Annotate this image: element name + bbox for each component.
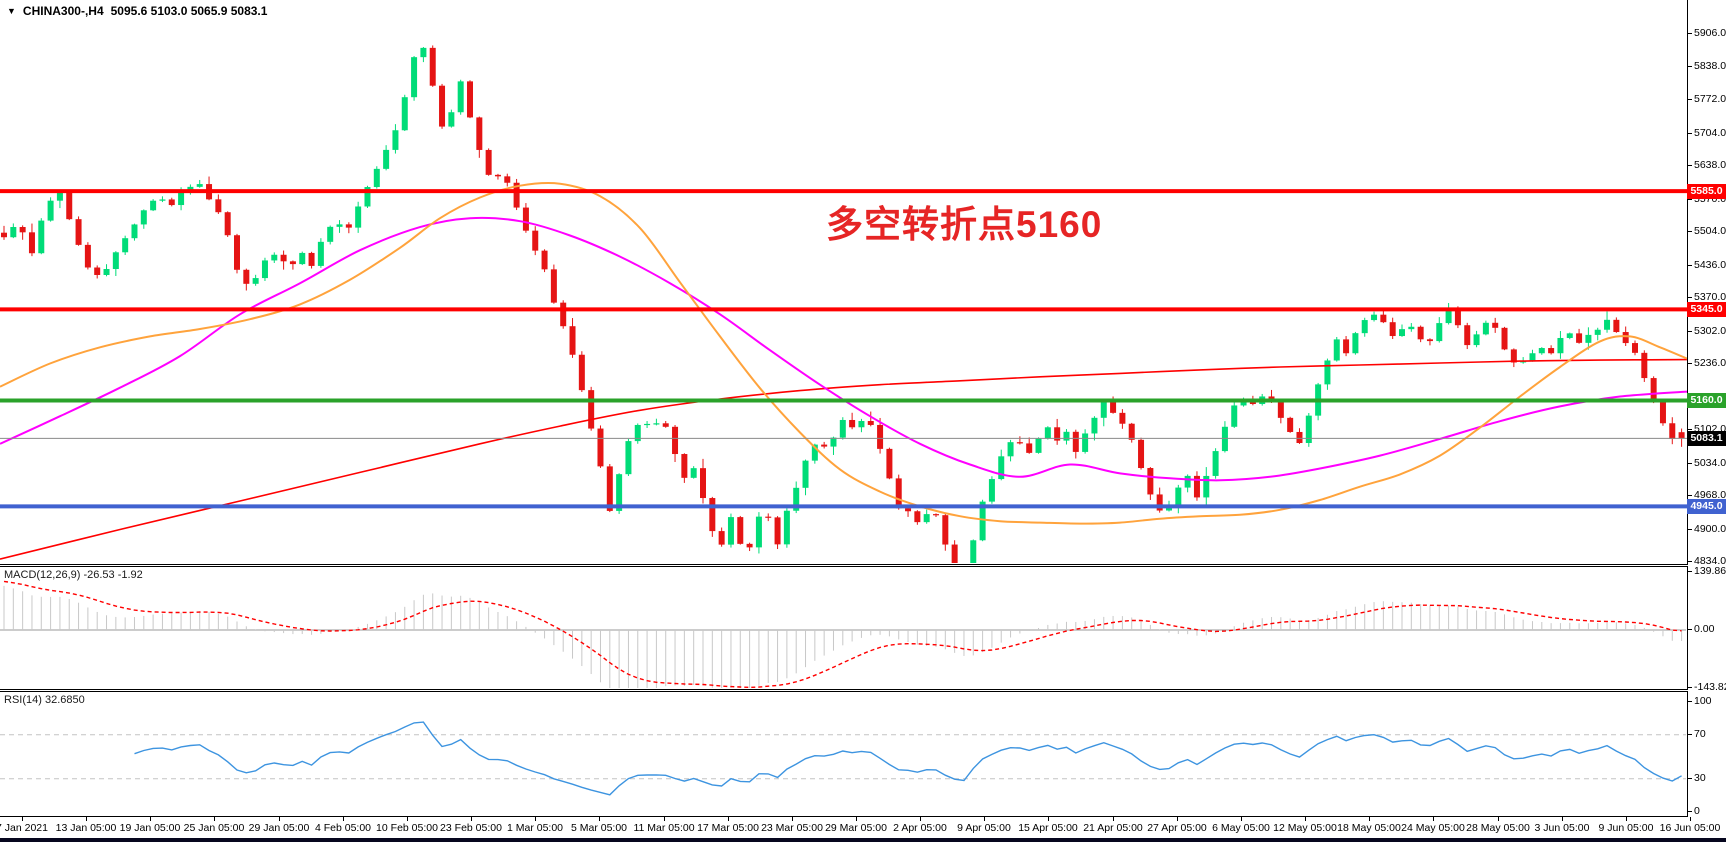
axis-label: 4968.0 [1694, 489, 1726, 501]
time-label: 15 Apr 05:00 [1018, 822, 1078, 834]
time-label: 25 Jan 05:00 [183, 822, 245, 834]
time-axis[interactable]: 7 Jan 2021 13 Jan 05:00 19 Jan 05:00 25 Jan… [0, 817, 1726, 838]
time-label: 2 Apr 05:00 [893, 822, 947, 834]
macd-panel[interactable]: MACD(12,26,9) -26.53 -1.92 [0, 566, 1688, 690]
level-badge-4945: 4945.0 [1687, 499, 1726, 514]
symbol-ohlc-values: 5095.6 5103.0 5065.9 5083.1 [110, 4, 268, 18]
time-label: 10 Feb 05:00 [376, 822, 438, 834]
level-badge-5585: 5585.0 [1687, 184, 1726, 199]
axis-label: 70 [1694, 728, 1706, 740]
rsi-plot[interactable] [0, 692, 1686, 816]
time-label: 16 Jun 05:00 [1659, 822, 1721, 834]
time-label: 18 May 05:00 [1337, 822, 1401, 834]
time-label: 17 Mar 05:00 [697, 822, 759, 834]
time-label: 29 Mar 05:00 [825, 822, 887, 834]
bottom-window-edge [0, 838, 1726, 842]
time-label: 3 Jun 05:00 [1534, 822, 1590, 834]
axis-label: 5302.0 [1694, 325, 1726, 337]
time-label: 23 Feb 05:00 [440, 822, 502, 834]
level-badge-5160: 5160.0 [1687, 393, 1726, 408]
annotation-text: 多空转折点5160 [826, 204, 1103, 245]
time-label: 21 Apr 05:00 [1083, 822, 1143, 834]
axis-label: 5236.0 [1694, 357, 1726, 369]
axis-label: 4834.0 [1694, 555, 1726, 567]
axis-label: 5504.0 [1694, 225, 1726, 237]
axis-label: 5370.0 [1694, 291, 1726, 303]
time-label: 6 May 05:00 [1212, 822, 1270, 834]
time-label: 24 May 05:00 [1401, 822, 1465, 834]
rsi-title: RSI(14) 32.6850 [4, 694, 85, 706]
axis-label: -143.82 [1694, 681, 1726, 693]
time-label: 27 Apr 05:00 [1147, 822, 1207, 834]
axis-label: 4900.0 [1694, 523, 1726, 535]
level-badge-5345: 5345.0 [1687, 302, 1726, 317]
time-label: 23 Mar 05:00 [761, 822, 823, 834]
axis-label: 5838.0 [1694, 60, 1726, 72]
axis-label: 30 [1694, 772, 1706, 784]
time-label: 5 Mar 05:00 [570, 822, 628, 834]
time-label: 1 Mar 05:00 [506, 822, 564, 834]
symbol-bar[interactable]: ▼ CHINA300-,H4 5095.6 5103.0 5065.9 5083… [7, 4, 267, 18]
time-label: 13 Jan 05:00 [55, 822, 117, 834]
candlestick-chart[interactable] [0, 0, 1687, 563]
macd-title: MACD(12,26,9) -26.53 -1.92 [4, 569, 143, 581]
time-label: 19 Jan 05:00 [119, 822, 181, 834]
axis-label: 5772.0 [1694, 93, 1726, 105]
time-label: 28 May 05:00 [1466, 822, 1530, 834]
time-label: 7 Jan 2021 [0, 822, 48, 834]
chevron-down-icon[interactable]: ▼ [7, 6, 16, 16]
axis-label: 5906.0 [1694, 27, 1726, 39]
axis-label: 5436.0 [1694, 259, 1726, 271]
symbol-title: CHINA300-,H4 [22, 4, 104, 18]
axis-label: 0 [1694, 805, 1700, 817]
time-label: 4 Feb 05:00 [314, 822, 372, 834]
axis-label: 139.86 [1694, 565, 1726, 577]
price-chart-panel[interactable]: ▼ CHINA300-,H4 5095.6 5103.0 5065.9 5083… [0, 0, 1688, 565]
axis-label: 100 [1694, 695, 1712, 707]
axis-label: 5034.0 [1694, 457, 1726, 469]
axis-label: 5704.0 [1694, 127, 1726, 139]
axis-label: 5638.0 [1694, 159, 1726, 171]
current-price-badge: 5083.1 [1687, 431, 1726, 446]
price-axis[interactable]: 5906.0 5838.0 5772.0 5704.0 5638.0 5570.0 5504… [1688, 0, 1726, 838]
time-label: 12 May 05:00 [1273, 822, 1337, 834]
time-label: 9 Jun 05:00 [1598, 822, 1654, 834]
axis-label: 0.00 [1694, 623, 1715, 635]
time-label: 9 Apr 05:00 [957, 822, 1011, 834]
rsi-panel[interactable]: RSI(14) 32.6850 [0, 691, 1688, 817]
time-label: 29 Jan 05:00 [248, 822, 310, 834]
time-label: 11 Mar 05:00 [633, 822, 695, 834]
macd-plot[interactable] [0, 567, 1686, 689]
